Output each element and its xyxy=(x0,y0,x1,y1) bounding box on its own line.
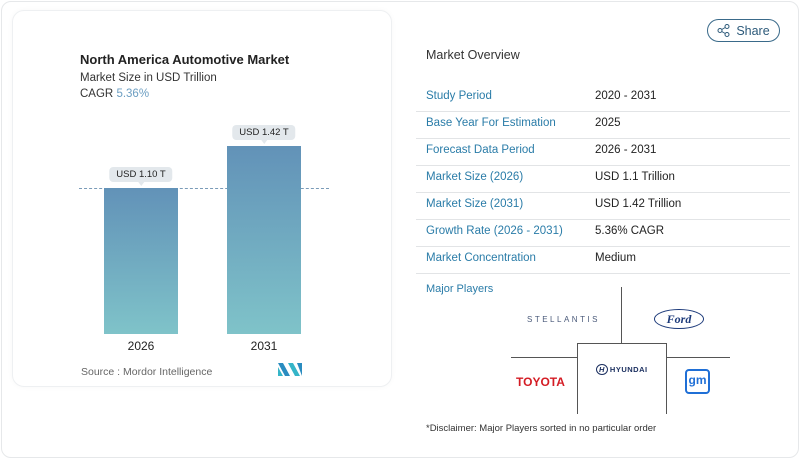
overview-row: Study Period 2020 - 2031 xyxy=(416,84,790,112)
x-tick-2026: 2026 xyxy=(127,339,155,353)
ford-logo: Ford xyxy=(654,309,704,329)
row-value: 5.36% CAGR xyxy=(595,225,665,237)
row-value: 2026 - 2031 xyxy=(595,144,657,156)
overview-row: Forecast Data Period 2026 - 2031 xyxy=(416,138,790,166)
cagr-value: 5.36% xyxy=(116,88,150,100)
source-text: Source : Mordor Intelligence xyxy=(81,366,213,378)
row-label: Growth Rate (2026 - 2031) xyxy=(426,225,563,237)
bar-2031 xyxy=(227,146,301,334)
cagr-label: CAGR xyxy=(80,88,114,100)
disclaimer-text: *Disclaimer: Major Players sorted in no … xyxy=(426,423,657,434)
chart-subtitle: Market Size in USD Trillion xyxy=(80,72,217,84)
overview-row: Market Concentration Medium xyxy=(416,246,790,274)
stellantis-logo: STELLANTIS xyxy=(527,315,601,324)
overview-row: Base Year For Estimation 2025 xyxy=(416,111,790,139)
hyundai-logo: H HYUNDAI xyxy=(596,364,648,375)
row-label: Study Period xyxy=(426,90,492,102)
x-tick-2031: 2031 xyxy=(250,339,278,353)
chart-card xyxy=(12,10,392,387)
row-label: Forecast Data Period xyxy=(426,144,535,156)
divider xyxy=(666,357,730,358)
hyundai-box xyxy=(577,343,667,414)
reference-line xyxy=(79,188,329,190)
row-value: USD 1.1 Trillion xyxy=(595,171,675,183)
row-label: Base Year For Estimation xyxy=(426,117,556,129)
overview-row: Growth Rate (2026 - 2031) 5.36% CAGR xyxy=(416,219,790,247)
major-players-title: Major Players xyxy=(426,283,494,295)
toyota-logo: TOYOTA xyxy=(516,375,565,389)
row-value: 2025 xyxy=(595,117,621,129)
overview-row: Market Size (2031) USD 1.42 Trillion xyxy=(416,192,790,220)
chart-title: North America Automotive Market xyxy=(80,52,290,67)
row-value: USD 1.42 Trillion xyxy=(595,198,682,210)
hyundai-text: HYUNDAI xyxy=(609,365,648,374)
hyundai-icon: H xyxy=(596,364,608,375)
row-value: 2020 - 2031 xyxy=(595,90,657,102)
overview-title: Market Overview xyxy=(426,48,520,62)
share-icon xyxy=(717,24,730,37)
data-label-2031: USD 1.42 T xyxy=(232,125,296,144)
row-label: Market Size (2026) xyxy=(426,171,524,183)
overview-row: Market Size (2026) USD 1.1 Trillion xyxy=(416,165,790,193)
chart-cagr: CAGR 5.36% xyxy=(80,88,149,100)
data-label-2026: USD 1.10 T xyxy=(109,167,173,187)
gm-logo: gm xyxy=(685,369,710,394)
row-label: Market Size (2031) xyxy=(426,198,524,210)
row-label: Market Concentration xyxy=(426,252,536,264)
divider xyxy=(511,357,577,358)
share-label: Share xyxy=(736,23,770,38)
row-value: Medium xyxy=(595,252,636,264)
divider xyxy=(621,287,622,343)
mordor-logo-icon xyxy=(278,363,302,376)
bar-2026 xyxy=(104,188,178,334)
share-button[interactable]: Share xyxy=(707,19,780,42)
